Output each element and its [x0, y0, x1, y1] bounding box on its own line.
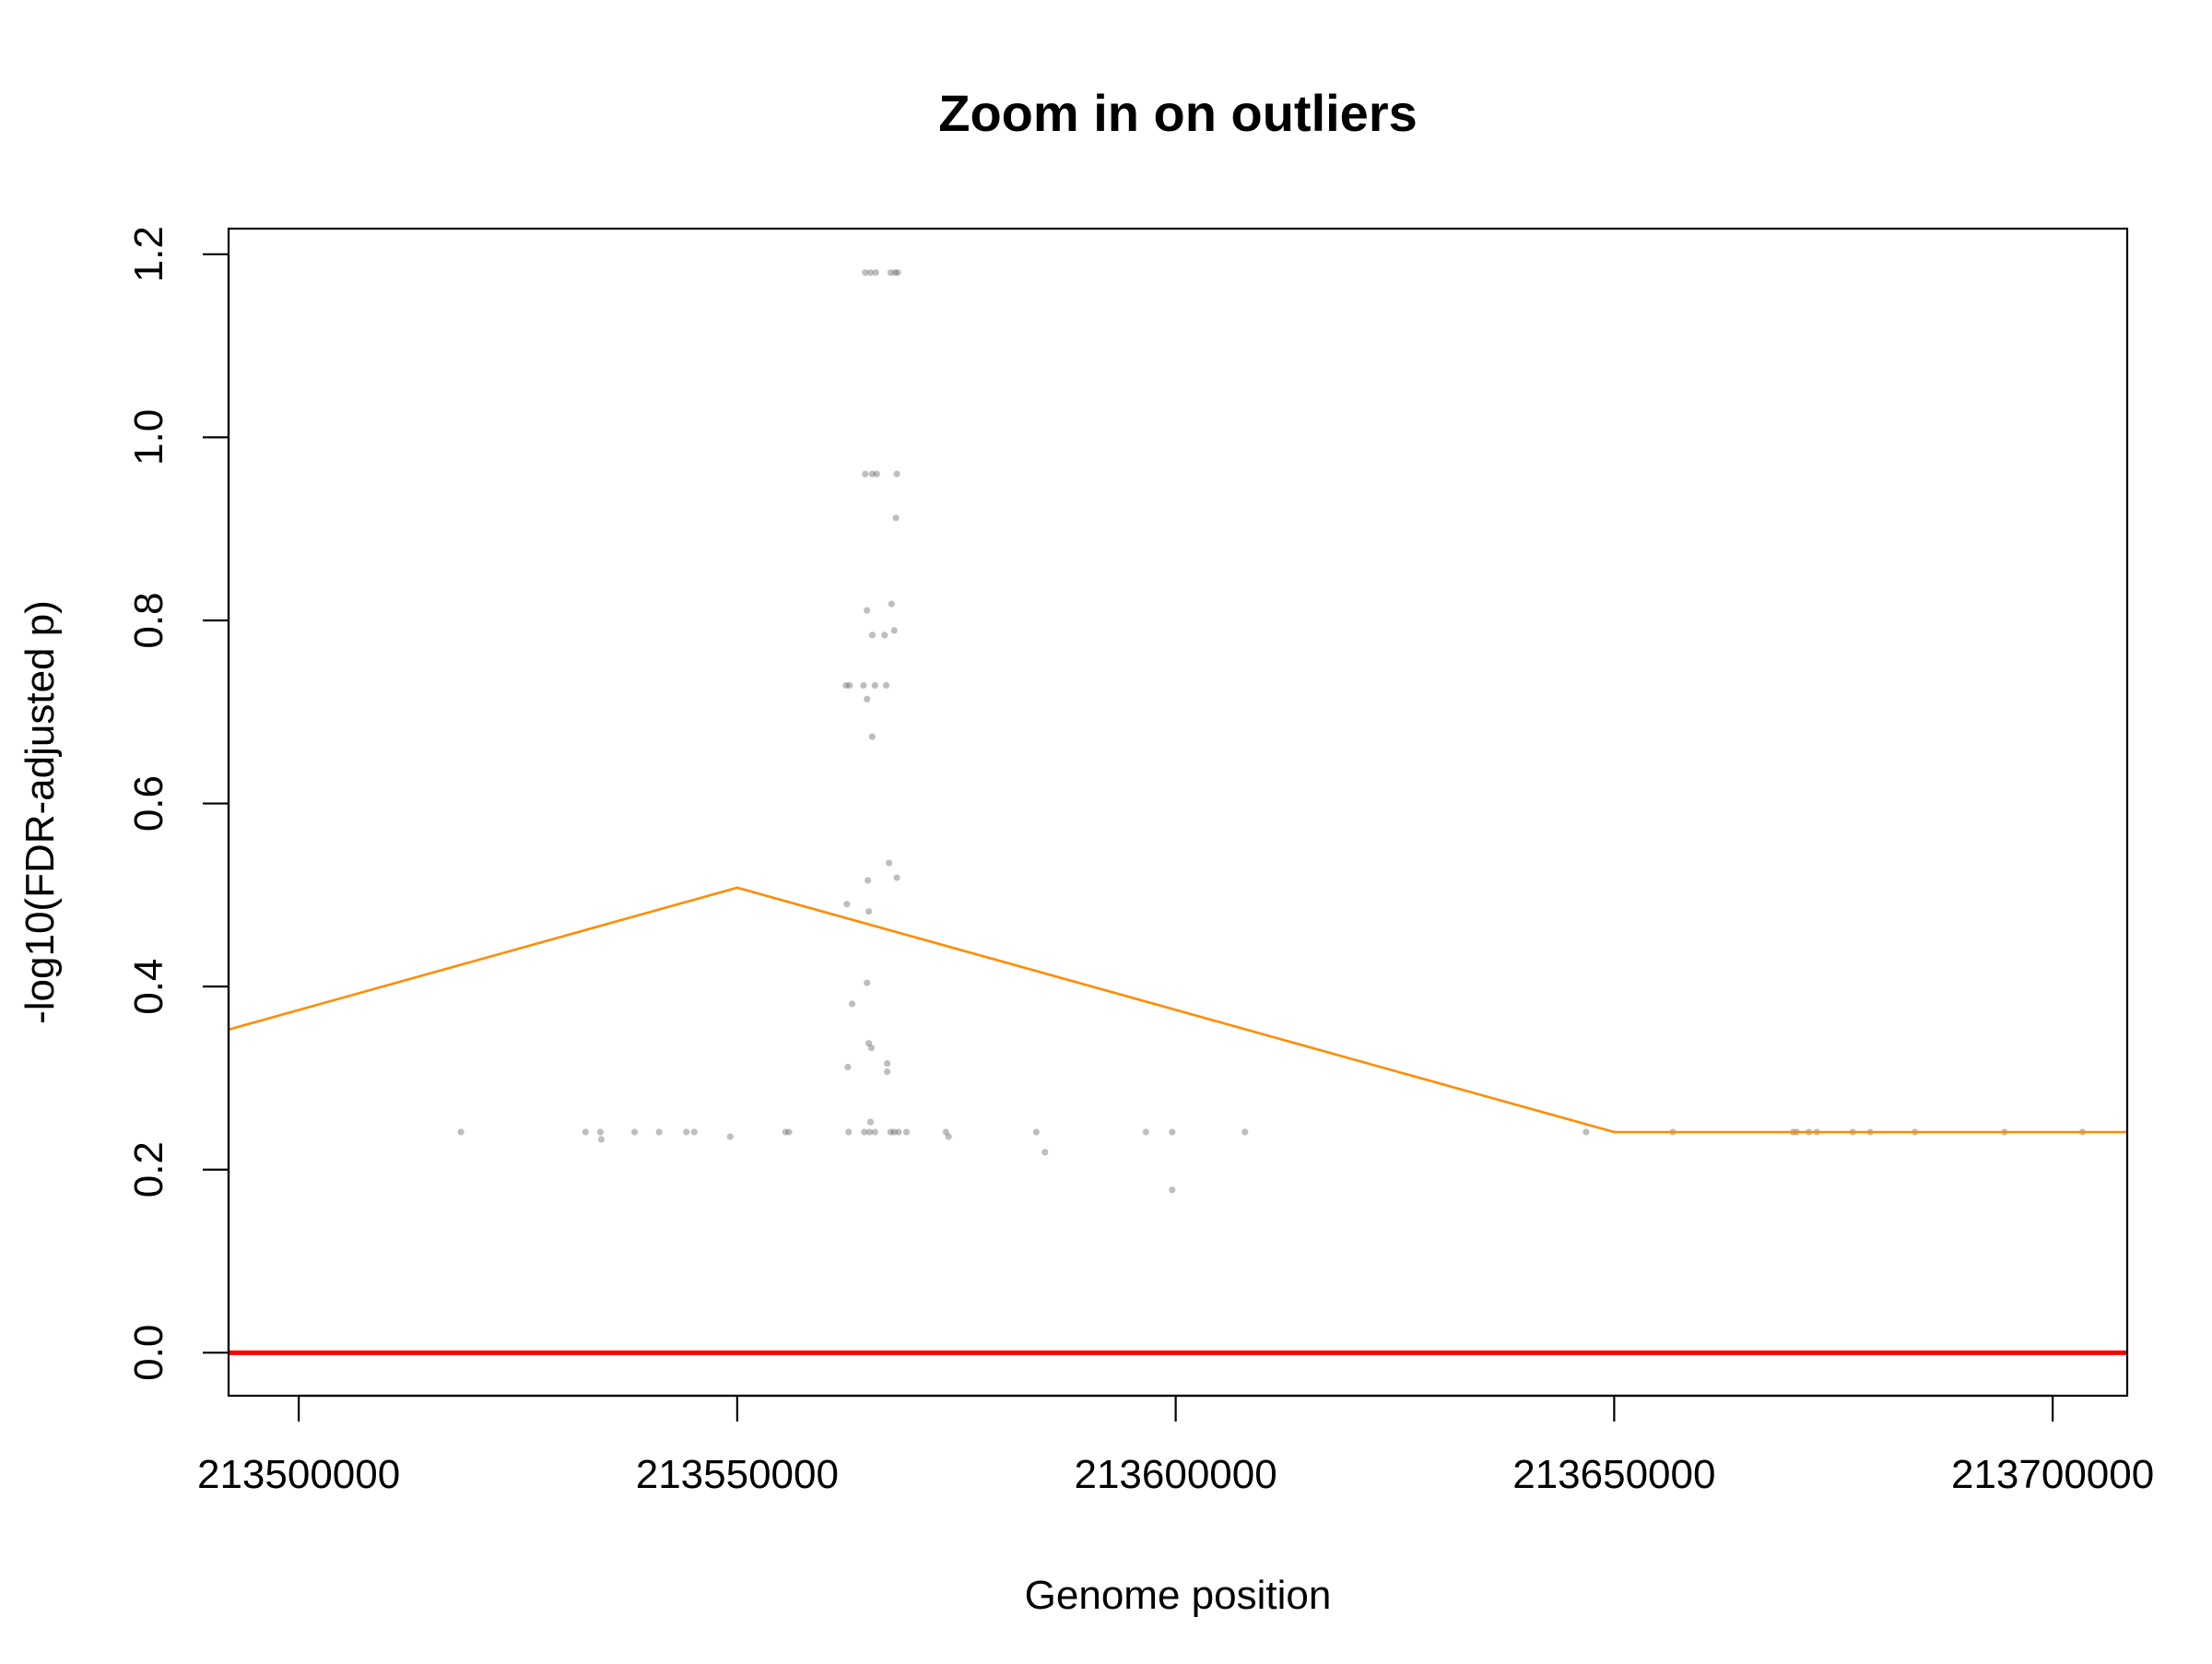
- data-point-44: [726, 1133, 734, 1140]
- x-axis-label: Genome position: [1025, 1573, 1332, 1618]
- data-point-32: [844, 1063, 852, 1071]
- data-point-43: [690, 1128, 698, 1136]
- data-point-35: [866, 1118, 875, 1126]
- data-point-48: [861, 1128, 868, 1136]
- x-tick-label-0: 213500000: [197, 1452, 400, 1497]
- data-point-24: [893, 874, 900, 881]
- data-point-1: [866, 269, 875, 277]
- data-point-29: [848, 1000, 856, 1008]
- data-point-34: [884, 1068, 891, 1076]
- x-tick-label-2: 213600000: [1074, 1452, 1277, 1497]
- data-point-12: [888, 600, 895, 608]
- y-tick-label-2: 0.4: [126, 959, 171, 1015]
- data-point-47: [845, 1128, 853, 1136]
- x-tick-label-4: 213700000: [1951, 1452, 2154, 1497]
- data-point-10: [892, 514, 900, 522]
- data-point-4: [891, 269, 899, 277]
- data-point-8: [873, 470, 880, 478]
- y-tick-label-3: 0.6: [126, 775, 171, 832]
- data-point-55: [942, 1128, 949, 1136]
- data-point-19: [871, 681, 878, 690]
- data-point-23: [885, 859, 893, 867]
- data-point-54: [902, 1128, 911, 1136]
- data-point-50: [871, 1128, 878, 1136]
- data-point-52: [890, 1128, 898, 1136]
- data-point-46: [785, 1128, 793, 1136]
- data-point-20: [883, 681, 890, 690]
- data-point-62: [1241, 1128, 1249, 1136]
- data-point-49: [865, 1128, 874, 1136]
- data-point-57: [1032, 1128, 1040, 1136]
- x-axis: 213500000 213550000 213600000 213650000 2137…: [197, 1394, 2154, 1497]
- data-point-14: [868, 631, 877, 639]
- lines-layer: [228, 886, 2127, 1355]
- data-point-41: [655, 1128, 663, 1136]
- points-layer: [457, 269, 2087, 1194]
- data-point-38: [596, 1128, 605, 1136]
- data-point-39: [597, 1136, 606, 1143]
- data-point-28: [864, 979, 871, 986]
- data-point-16: [842, 681, 850, 690]
- data-point-63: [1583, 1128, 1590, 1136]
- smooth-trend-line: [228, 886, 2127, 1134]
- data-point-27: [865, 908, 873, 915]
- y-tick-label-0: 0.0: [126, 1325, 171, 1381]
- data-point-33: [884, 1060, 891, 1068]
- data-point-25: [865, 877, 872, 884]
- data-point-30: [865, 1040, 873, 1047]
- data-point-58: [1041, 1149, 1049, 1156]
- data-point-5: [894, 269, 901, 277]
- data-point-42: [683, 1128, 690, 1136]
- y-axis-label: -log10(FDR-adjusted p): [18, 600, 63, 1024]
- data-point-18: [860, 681, 867, 690]
- x-tick-label-1: 213550000: [636, 1452, 839, 1497]
- y-tick-label-4: 0.8: [126, 592, 171, 648]
- data-point-9: [893, 470, 900, 478]
- data-point-3: [887, 269, 895, 277]
- plot-frame: [227, 227, 2129, 1398]
- y-tick-label-5: 1.0: [126, 409, 171, 466]
- y-tick-label-1: 0.2: [126, 1141, 171, 1198]
- data-point-21: [864, 695, 871, 703]
- data-point-60: [1169, 1128, 1176, 1136]
- data-point-2: [872, 269, 879, 277]
- data-point-51: [887, 1128, 895, 1136]
- data-point-13: [890, 627, 898, 634]
- data-point-22: [868, 733, 877, 740]
- data-point-36: [457, 1128, 465, 1136]
- data-point-40: [630, 1128, 639, 1136]
- data-point-56: [945, 1133, 952, 1140]
- data-point-31: [867, 1044, 876, 1052]
- data-point-37: [582, 1128, 589, 1136]
- x-tick-label-3: 213650000: [1512, 1452, 1715, 1497]
- data-point-6: [862, 470, 869, 478]
- data-point-26: [843, 901, 851, 908]
- chart-title: Zoom in on outliers: [938, 84, 1418, 142]
- data-point-11: [864, 607, 871, 614]
- data-point-17: [846, 681, 853, 690]
- data-point-0: [862, 269, 869, 277]
- y-tick-label-6: 1.2: [126, 226, 171, 282]
- data-point-15: [881, 631, 888, 639]
- data-point-61: [1169, 1186, 1176, 1194]
- data-point-7: [868, 470, 877, 478]
- y-axis: 0.0 0.2 0.4 0.6 0.8 1.0 1.2: [126, 226, 230, 1381]
- data-point-53: [895, 1128, 902, 1136]
- data-point-59: [1142, 1128, 1149, 1136]
- data-point-45: [782, 1128, 789, 1136]
